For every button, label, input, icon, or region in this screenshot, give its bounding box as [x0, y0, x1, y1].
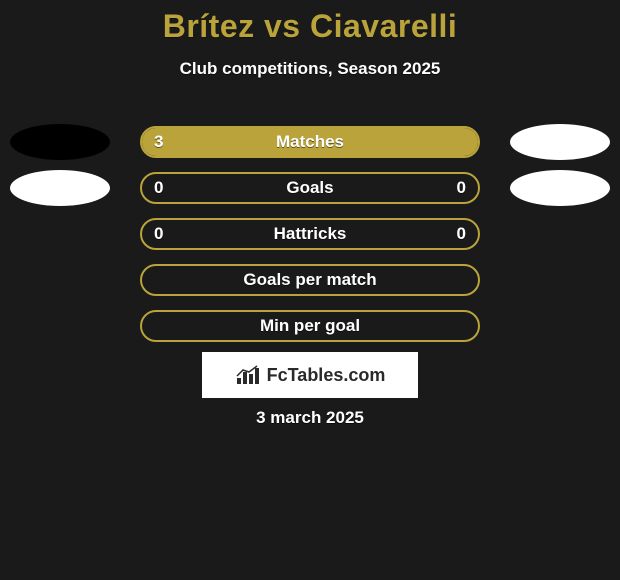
player-silhouette-right: [510, 170, 610, 206]
stat-pill: Hattricks 0 0: [140, 218, 480, 250]
stat-pill: Matches 3: [140, 126, 480, 158]
player-silhouette-left: [10, 170, 110, 206]
subtitle: Club competitions, Season 2025: [0, 59, 620, 79]
date-label: 3 march 2025: [0, 408, 620, 428]
stat-row: Goals 0 0: [0, 164, 620, 210]
stat-row: Min per goal: [0, 302, 620, 348]
stat-pill: Goals per match: [140, 264, 480, 296]
stat-pill: Goals 0 0: [140, 172, 480, 204]
stat-value-right: 0: [457, 224, 466, 244]
stat-label: Min per goal: [260, 316, 360, 336]
stat-pill: Min per goal: [140, 310, 480, 342]
player-silhouette-left: [10, 124, 110, 160]
player-silhouette-right: [510, 124, 610, 160]
stat-value-left: 0: [154, 178, 163, 198]
stat-label: Goals: [286, 178, 333, 198]
stat-value-right: 0: [457, 178, 466, 198]
watermark: FcTables.com: [202, 352, 418, 398]
page-title: Brítez vs Ciavarelli: [0, 0, 620, 45]
infographic-canvas: Brítez vs Ciavarelli Club competitions, …: [0, 0, 620, 580]
stat-row: Matches 3: [0, 118, 620, 164]
stat-row: Goals per match: [0, 256, 620, 302]
watermark-text: FcTables.com: [267, 365, 386, 386]
bar-chart-icon: [235, 364, 261, 386]
stat-label: Matches: [276, 132, 344, 152]
stat-value-left: 3: [154, 132, 163, 152]
stats-container: Matches 3 Goals 0 0 Hattricks 0 0 Goals per matc…: [0, 118, 620, 348]
stat-label: Goals per match: [243, 270, 376, 290]
stat-row: Hattricks 0 0: [0, 210, 620, 256]
stat-value-left: 0: [154, 224, 163, 244]
stat-label: Hattricks: [274, 224, 347, 244]
